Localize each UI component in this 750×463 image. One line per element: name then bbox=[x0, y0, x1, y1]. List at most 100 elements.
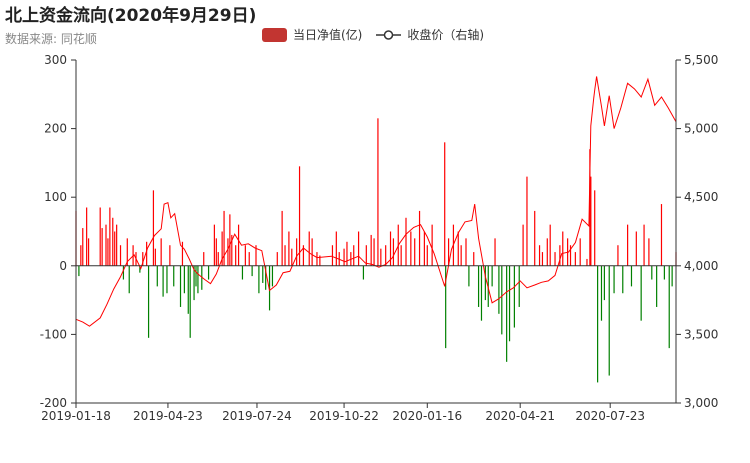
bar-116 bbox=[498, 265, 500, 314]
bar-58 bbox=[258, 265, 260, 294]
bar-49 bbox=[229, 214, 231, 266]
bar-76 bbox=[335, 231, 337, 266]
y-left-tick-label-2: 0 bbox=[59, 259, 67, 273]
y-right-tick-label-2: 4,000 bbox=[684, 259, 718, 273]
bar-115 bbox=[494, 238, 496, 266]
bar-75 bbox=[331, 245, 334, 266]
bar-112 bbox=[484, 265, 486, 301]
bar-74 bbox=[319, 255, 321, 266]
bar-111 bbox=[480, 265, 483, 321]
legend-bar-swatch bbox=[262, 27, 287, 42]
bar-110 bbox=[477, 265, 480, 307]
bar-43 bbox=[213, 224, 215, 266]
x-tick-label-0: 2019-01-18 bbox=[41, 409, 111, 423]
legend-item-close-price[interactable]: 收盘价（右轴) bbox=[376, 26, 484, 43]
bar-23 bbox=[147, 265, 150, 338]
bar-15 bbox=[122, 265, 125, 280]
bar-153 bbox=[651, 265, 653, 280]
bar-155 bbox=[660, 204, 663, 266]
bar-101 bbox=[444, 142, 446, 266]
bar-82 bbox=[357, 231, 360, 266]
bar-137 bbox=[589, 149, 591, 266]
bar-39 bbox=[197, 265, 199, 294]
bar-103 bbox=[447, 238, 450, 266]
bar-50 bbox=[231, 234, 233, 266]
bar-25 bbox=[154, 248, 156, 266]
bar-78 bbox=[343, 248, 345, 266]
bar-86 bbox=[373, 238, 375, 266]
bar-129 bbox=[554, 252, 556, 266]
bar-47 bbox=[223, 210, 225, 266]
bar-29 bbox=[166, 265, 168, 294]
bar-126 bbox=[541, 252, 544, 266]
bar-38 bbox=[195, 265, 197, 287]
bar-56 bbox=[251, 265, 253, 277]
bar-10 bbox=[109, 207, 111, 266]
y-left-tick-label-1: -100 bbox=[40, 327, 67, 341]
bar-106 bbox=[460, 245, 462, 266]
bar-97 bbox=[418, 210, 421, 266]
x-tick-label-4: 2020-01-16 bbox=[392, 409, 462, 423]
legend-label-close-price: 收盘价（右轴) bbox=[407, 28, 485, 42]
chart-subtitle: 数据来源: 同花顺 bbox=[5, 32, 97, 46]
bar-107 bbox=[465, 238, 467, 266]
bar-52 bbox=[237, 224, 240, 266]
y-left-tick-label-4: 200 bbox=[44, 122, 67, 136]
bar-16 bbox=[126, 238, 128, 266]
bar-125 bbox=[538, 245, 541, 266]
bar-6 bbox=[99, 207, 101, 266]
bar-98 bbox=[423, 231, 425, 266]
bar-130 bbox=[559, 245, 561, 266]
bar-51 bbox=[235, 245, 237, 266]
bar-1 bbox=[78, 265, 80, 277]
bar-40 bbox=[201, 265, 203, 290]
bar-36 bbox=[189, 265, 191, 338]
bar-158 bbox=[671, 265, 673, 287]
bar-70 bbox=[302, 245, 305, 266]
legend: 当日净值(亿) 收盘价（右轴) bbox=[262, 26, 498, 43]
bar-149 bbox=[635, 231, 637, 266]
bar-121 bbox=[518, 265, 520, 307]
bar-14 bbox=[119, 245, 122, 266]
bar-95 bbox=[410, 231, 412, 266]
y-right-tick-label-3: 4,500 bbox=[684, 190, 718, 204]
bar-41 bbox=[203, 252, 205, 266]
bar-84 bbox=[365, 245, 367, 266]
bar-87 bbox=[377, 118, 379, 266]
bar-123 bbox=[526, 176, 528, 266]
bar-143 bbox=[608, 265, 610, 376]
bar-48 bbox=[227, 238, 229, 266]
bar-8 bbox=[105, 224, 107, 266]
bar-24 bbox=[152, 190, 155, 266]
bar-89 bbox=[385, 245, 387, 266]
close-price-line bbox=[75, 76, 677, 327]
bar-147 bbox=[627, 224, 629, 266]
x-tick-label-1: 2019-04-23 bbox=[133, 409, 203, 423]
bar-152 bbox=[648, 238, 650, 266]
bar-9 bbox=[107, 238, 109, 266]
bar-72 bbox=[311, 238, 313, 266]
bar-90 bbox=[389, 231, 392, 266]
chart-title: 北上资金流向(2020年9月29日) bbox=[5, 6, 257, 26]
bar-30 bbox=[169, 245, 171, 266]
bar-117 bbox=[501, 265, 503, 335]
x-tick-label-6: 2020-07-23 bbox=[575, 409, 645, 423]
bar-11 bbox=[112, 217, 114, 266]
bar-12 bbox=[114, 231, 116, 266]
bar-102 bbox=[445, 265, 447, 349]
bar-2 bbox=[80, 245, 82, 266]
bar-34 bbox=[183, 265, 185, 294]
bar-156 bbox=[663, 265, 665, 280]
bar-100 bbox=[431, 224, 433, 266]
y-right-tick-label-5: 5,500 bbox=[684, 53, 718, 67]
bar-44 bbox=[215, 238, 217, 266]
y-right-tick-label-0: 3,000 bbox=[684, 396, 718, 410]
bar-66 bbox=[288, 231, 290, 266]
bar-35 bbox=[187, 265, 189, 314]
legend-item-net-flow[interactable]: 当日净值(亿) bbox=[262, 26, 362, 43]
bar-146 bbox=[622, 265, 624, 294]
x-tick-label-3: 2019-10-22 bbox=[309, 409, 379, 423]
line-series bbox=[75, 76, 677, 327]
bar-71 bbox=[308, 231, 310, 266]
